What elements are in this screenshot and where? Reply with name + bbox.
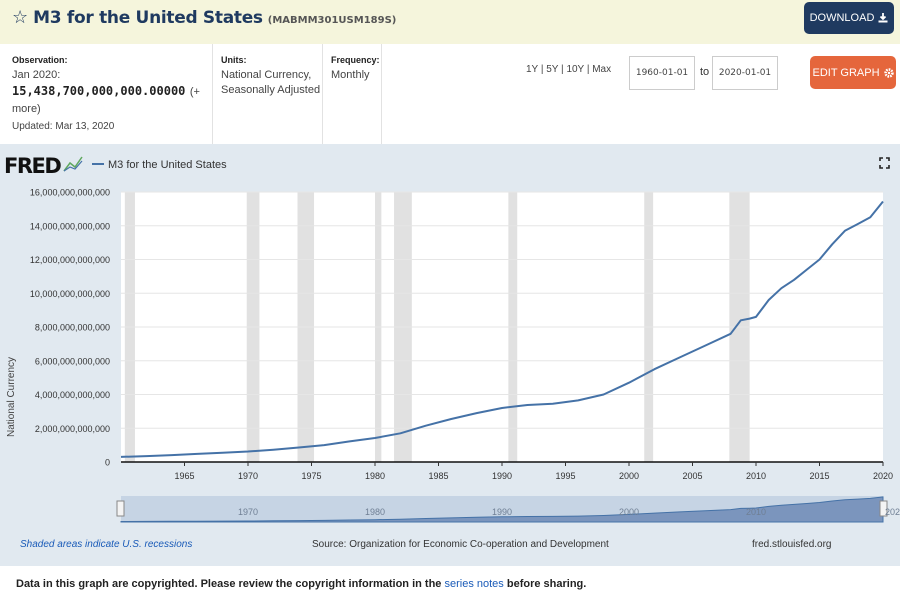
x-tick-label: 2005 xyxy=(682,471,702,481)
x-tick-label: 2000 xyxy=(619,471,639,481)
y-tick-label: 6,000,000,000,000 xyxy=(35,356,110,366)
range-1y[interactable]: 1Y xyxy=(526,64,539,75)
x-tick-label: 2015 xyxy=(809,471,829,481)
series-meta: Observation: Jan 2020: 15,438,700,000,00… xyxy=(0,44,900,144)
download-icon xyxy=(878,13,888,23)
navigator-tick-label: 2000 xyxy=(619,507,639,517)
updated-date: Updated: Mar 13, 2020 xyxy=(12,121,115,132)
navigator-series xyxy=(120,496,884,523)
units-label: Units: xyxy=(221,55,247,65)
range-navigator[interactable]: 1970 1980 1990 2000 2010 202 xyxy=(116,496,900,523)
site-credit[interactable]: fred.stlouisfed.org xyxy=(752,539,832,550)
edit-graph-button[interactable]: EDIT GRAPH xyxy=(810,56,896,89)
y-tick-label: 12,000,000,000,000 xyxy=(30,255,110,265)
y-tick-label: 0 xyxy=(105,458,110,468)
chart-svg: 0 2,000,000,000,000 4,000,000,000,000 6,000… xyxy=(4,154,900,550)
navigator-tick-label: 1980 xyxy=(365,507,385,517)
copyright-prefix: Data in this graph are copyrighted. Plea… xyxy=(16,578,445,590)
series-title: M3 for the United States xyxy=(33,8,263,28)
observation-more-link[interactable]: (+ more) xyxy=(12,86,200,115)
navigator-tick-label: 1970 xyxy=(238,507,258,517)
series-line xyxy=(120,200,884,458)
source-text: Source: Organization for Economic Co-ope… xyxy=(312,539,609,550)
frequency-column: Frequency: Monthly xyxy=(322,44,382,144)
y-tick-label: 16,000,000,000,000 xyxy=(30,188,110,198)
observation-label: Observation: xyxy=(12,55,68,65)
star-icon[interactable]: ☆ xyxy=(12,7,29,27)
graph-panel: 0 2,000,000,000,000 4,000,000,000,000 6,000… xyxy=(0,144,900,566)
copyright-suffix: before sharing. xyxy=(503,578,587,590)
range-selector: 1Y | 5Y | 10Y | Max xyxy=(526,64,612,75)
page-header: ☆ M3 for the United States (MABMM301USM1… xyxy=(0,0,900,44)
navigator-tick-label: 1990 xyxy=(492,507,512,517)
copyright-note: Data in this graph are copyrighted. Plea… xyxy=(16,578,586,590)
fred-logo-mini-chart-icon xyxy=(63,156,83,172)
y-tick-label: 14,000,000,000,000 xyxy=(30,221,110,231)
x-tick-label: 1985 xyxy=(428,471,448,481)
y-axis-title: National Currency xyxy=(6,357,17,437)
to-label: to xyxy=(700,66,710,78)
range-10y[interactable]: 10Y xyxy=(566,64,585,75)
series-notes-link[interactable]: series notes xyxy=(444,578,504,590)
x-tick-label: 1995 xyxy=(555,471,575,481)
download-button[interactable]: DOWNLOAD xyxy=(804,2,894,34)
x-tick-label: 2020 xyxy=(873,471,893,481)
download-label: DOWNLOAD xyxy=(809,12,875,24)
navigator-tick-label: 2010 xyxy=(746,507,766,517)
gear-icon xyxy=(883,67,894,78)
frequency-label: Frequency: xyxy=(331,55,380,65)
recession-note: Shaded areas indicate U.S. recessions xyxy=(20,539,192,550)
x-tick-label: 1970 xyxy=(238,471,258,481)
navigator-right-handle[interactable] xyxy=(879,500,888,517)
series-id: (MABMM301USM189S) xyxy=(267,15,397,26)
frequency-value: Monthly xyxy=(331,69,370,81)
observation-value: 15,438,700,000,000.00000 xyxy=(12,84,186,98)
navigator-left-handle[interactable] xyxy=(116,500,125,517)
x-tick-label: 2010 xyxy=(746,471,766,481)
navigator-tick-label: 202 xyxy=(885,507,900,517)
units-column: Units: National Currency, Seasonally Adj… xyxy=(212,44,322,144)
y-tick-label: 4,000,000,000,000 xyxy=(35,390,110,400)
start-date-input[interactable] xyxy=(629,56,695,90)
fred-logo: FRED xyxy=(4,154,61,178)
fullscreen-icon[interactable] xyxy=(879,157,890,169)
edit-graph-label: EDIT GRAPH xyxy=(812,66,880,79)
x-tick-label: 1965 xyxy=(174,471,194,481)
legend-label: M3 for the United States xyxy=(108,159,227,171)
x-tick-label: 1975 xyxy=(301,471,321,481)
range-max[interactable]: Max xyxy=(592,64,612,75)
units-value: National Currency, Seasonally Adjusted xyxy=(221,69,321,96)
end-date-input[interactable] xyxy=(712,56,778,90)
observation-date: Jan 2020: xyxy=(12,69,61,81)
y-tick-label: 2,000,000,000,000 xyxy=(35,424,110,434)
title-wrap: ☆ M3 for the United States (MABMM301USM1… xyxy=(12,7,396,28)
x-tick-label: 1990 xyxy=(492,471,512,481)
observation-column: Observation: Jan 2020: 15,438,700,000,00… xyxy=(12,44,212,144)
x-tick-label: 1980 xyxy=(365,471,385,481)
y-tick-label: 8,000,000,000,000 xyxy=(35,323,110,333)
y-tick-label: 10,000,000,000,000 xyxy=(30,289,110,299)
range-5y[interactable]: 5Y xyxy=(546,64,559,75)
